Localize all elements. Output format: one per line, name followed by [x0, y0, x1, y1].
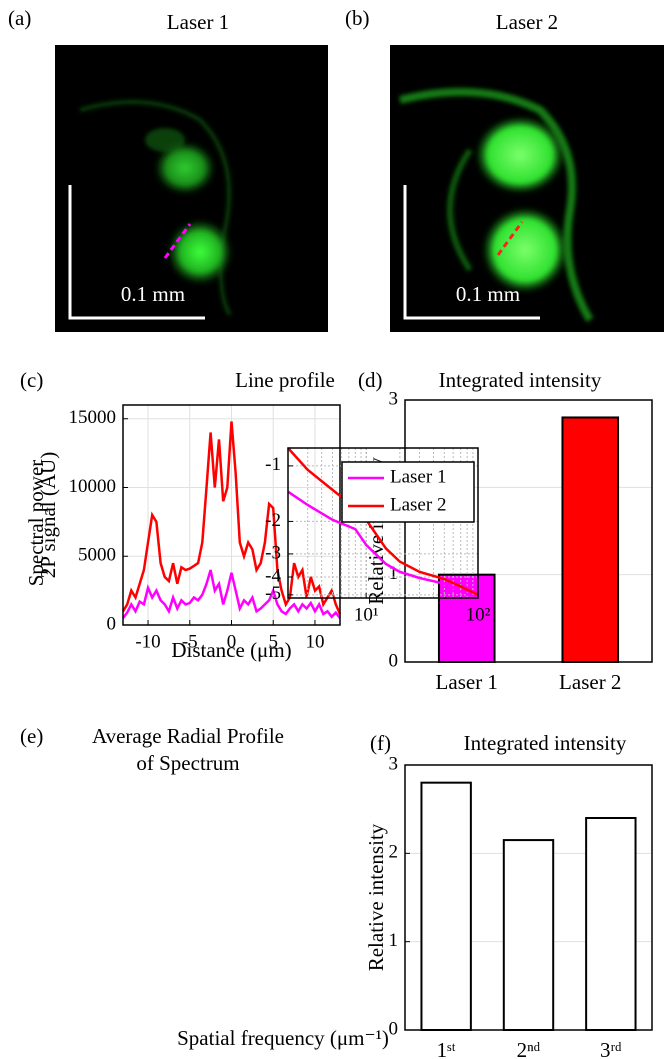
line-series — [287, 447, 479, 597]
image-title: Laser 2 — [496, 10, 558, 34]
image-title: Laser 1 — [167, 10, 229, 34]
profile-line — [496, 221, 524, 256]
line-series — [287, 490, 479, 600]
chart-title: Line profile — [235, 368, 335, 392]
x-tick-label: 3ʳᵈ — [600, 1038, 622, 1059]
legend-label: Laser 1 — [390, 466, 446, 487]
x-tick-label: 0 — [227, 631, 237, 652]
y-tick-label: -2 — [265, 510, 281, 531]
scale-bar — [403, 185, 540, 320]
line-series — [121, 421, 342, 615]
panel-label: (b) — [345, 6, 370, 30]
image-panel: (a) Laser 1 0.1 mm — [8, 6, 328, 332]
y-tick-label: -4 — [265, 565, 281, 586]
axes-frame — [287, 447, 479, 599]
bar — [561, 416, 620, 664]
y-tick-label: 2 — [389, 842, 399, 863]
y-tick-label: -1 — [265, 454, 281, 475]
x-tick-label: 10² — [466, 604, 491, 625]
scale-label: 0.1 mm — [121, 282, 185, 306]
legend — [341, 461, 475, 523]
axes-frame — [122, 404, 341, 626]
line-series — [122, 569, 341, 619]
y-tick-label: 1 — [389, 563, 399, 584]
bar — [502, 839, 555, 1031]
legend-label: Laser 2 — [390, 494, 446, 515]
profile-line — [163, 223, 192, 259]
scale-label: 0.1 mm — [456, 282, 520, 306]
x-axis-label: Spatial frequency (μm⁻¹) — [177, 1026, 389, 1050]
chart-title: of Spectrum — [136, 751, 239, 775]
chart-title: Integrated intensity — [464, 731, 627, 755]
panel-label: (c) — [20, 368, 43, 392]
y-tick-label: 0 — [389, 650, 399, 671]
y-tick-label: 0 — [107, 613, 117, 634]
axes-frame — [404, 764, 653, 1031]
y-tick-label: 3 — [389, 753, 399, 774]
x-tick-label: 10¹ — [354, 604, 379, 625]
x-axis-label: Distance (μm) — [171, 638, 291, 662]
bar — [420, 781, 472, 1032]
x-tick-label: 10 — [305, 631, 324, 652]
x-tick-label: -10 — [135, 631, 160, 652]
chart-title: Average Radial Profile — [92, 724, 284, 748]
y-tick-label: -5 — [265, 583, 281, 604]
y-axis-label: 2P signal (AU) — [36, 452, 60, 578]
image-panel: (b) Laser 2 0.1 mm — [345, 6, 664, 332]
panel-label: (e) — [20, 724, 43, 748]
panel-label: (f) — [370, 731, 391, 755]
x-tick-label: 5 — [268, 631, 278, 652]
x-tick-label: Laser 1 — [436, 670, 498, 694]
cells — [399, 88, 594, 323]
y-tick-label: 5000 — [78, 545, 116, 566]
y-tick-label: 1 — [389, 930, 399, 951]
y-tick-label: 0 — [389, 1018, 399, 1039]
y-tick-label: 10000 — [69, 476, 117, 497]
y-tick-label: -3 — [265, 542, 281, 563]
x-tick-label: 1ˢᵗ — [437, 1038, 456, 1059]
axes-frame — [404, 399, 653, 663]
x-tick-label: 2ⁿᵈ — [517, 1038, 541, 1059]
x-tick-label: -5 — [182, 631, 198, 652]
chart-title: Integrated intensity — [439, 368, 602, 392]
scale-bar — [68, 185, 205, 320]
y-tick-label: 3 — [389, 388, 399, 409]
y-tick-label: 15000 — [69, 407, 117, 428]
cells — [79, 100, 234, 317]
y-axis-label: Relative intensity — [364, 823, 388, 971]
y-axis-label: Spectral power — [24, 460, 48, 587]
panel-label: (d) — [358, 368, 383, 392]
bar — [585, 817, 637, 1031]
panel-label: (a) — [8, 6, 31, 30]
x-tick-label: Laser 2 — [559, 670, 621, 694]
